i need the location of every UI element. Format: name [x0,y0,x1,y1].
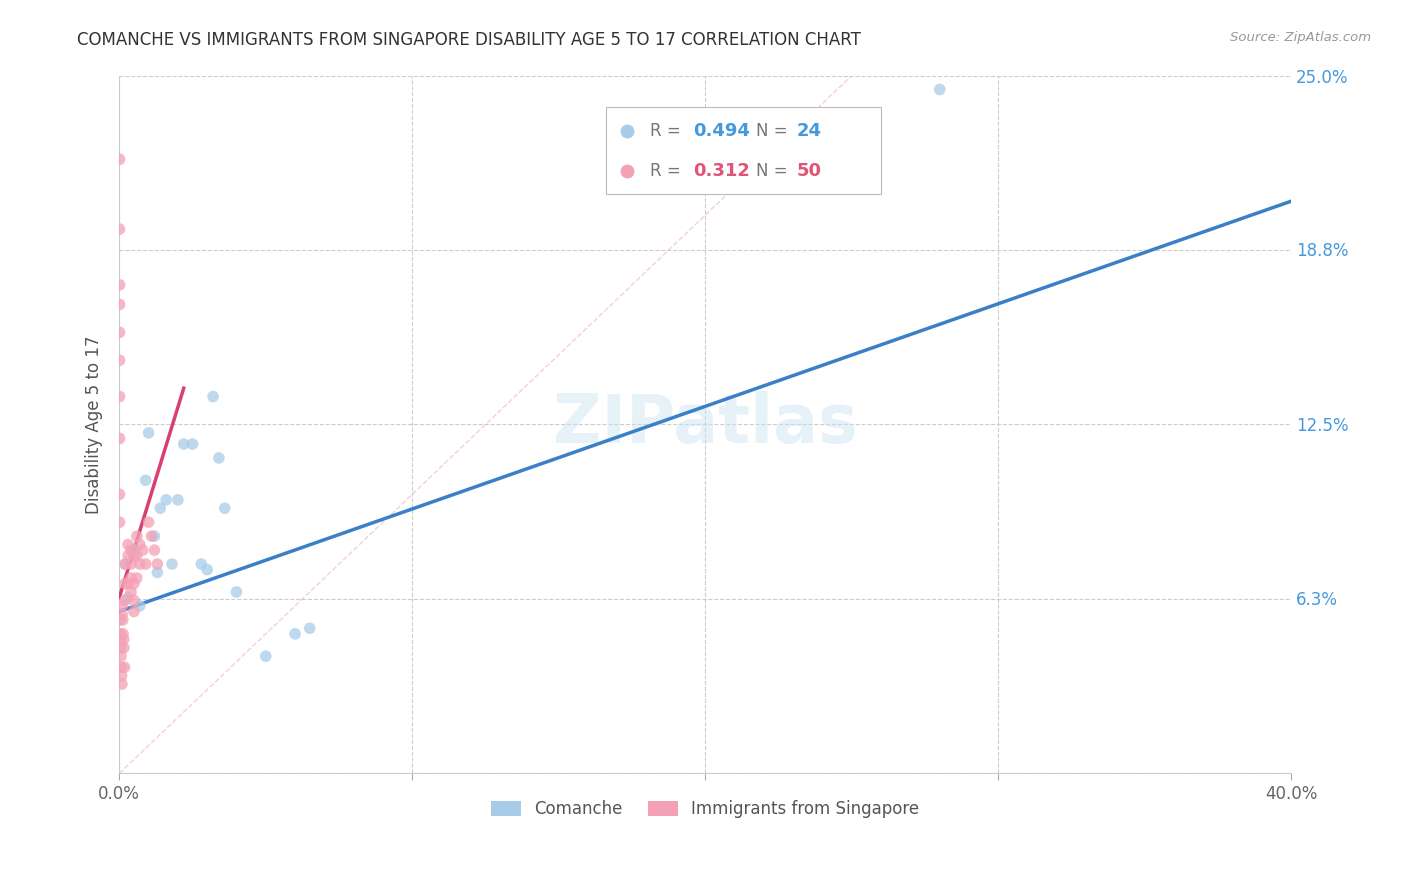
Point [160,557,183,571]
Point [108,627,131,641]
Text: 50: 50 [797,162,821,180]
Point [928,82,950,96]
Point [146,566,169,580]
Point [135,473,157,487]
Point [108,432,131,446]
Point [108,515,131,529]
Point [108,390,131,404]
Text: R =: R = [650,162,686,180]
Text: N =: N = [755,162,793,180]
Point [167,492,190,507]
Text: COMANCHE VS IMMIGRANTS FROM SINGAPORE DISABILITY AGE 5 TO 17 CORRELATION CHART: COMANCHE VS IMMIGRANTS FROM SINGAPORE DI… [77,31,862,49]
Point [141,529,163,543]
Point [117,549,139,563]
Point [114,557,136,571]
Point [254,649,277,664]
Text: N =: N = [755,122,793,140]
Point [110,649,132,664]
Point [108,326,131,340]
Text: 0.494: 0.494 [693,122,751,140]
Point [111,677,134,691]
Point [225,585,247,599]
Point [143,529,166,543]
Text: 24: 24 [797,122,821,140]
Point [181,437,204,451]
Point [117,537,139,551]
Point [108,613,131,627]
Point [110,660,132,674]
Point [108,153,131,167]
Point [128,537,150,551]
Point [128,599,150,613]
Point [122,593,145,607]
Point [202,390,225,404]
Point [110,632,132,647]
Point [214,501,236,516]
Point [122,576,145,591]
Point [132,543,155,558]
Point [155,492,177,507]
Y-axis label: Disability Age 5 to 17: Disability Age 5 to 17 [86,335,103,514]
Point [120,557,142,571]
Point [143,543,166,558]
Point [122,543,145,558]
Text: ZIPatlas: ZIPatlas [553,392,858,458]
Point [108,487,131,501]
Point [114,660,136,674]
Point [108,353,131,368]
Point [114,593,136,607]
Point [108,277,131,292]
Point [190,557,212,571]
Point [122,605,145,619]
Point [110,640,132,655]
Point [112,640,135,655]
Point [120,585,142,599]
Text: Source: ZipAtlas.com: Source: ZipAtlas.com [1230,31,1371,45]
Point [284,627,307,641]
Point [149,501,172,516]
Point [114,576,136,591]
Point [112,632,135,647]
Point [125,529,148,543]
Point [120,543,142,558]
Point [173,437,195,451]
Point [110,669,132,683]
Point [111,613,134,627]
Point [146,557,169,571]
Legend: Comanche, Immigrants from Singapore: Comanche, Immigrants from Singapore [485,793,927,824]
Point [117,591,139,605]
Point [125,549,148,563]
Text: R =: R = [650,122,686,140]
Point [108,297,131,311]
Point [208,450,231,465]
Point [114,557,136,571]
FancyBboxPatch shape [606,107,882,194]
Point [138,425,160,440]
Point [112,627,135,641]
Point [111,599,134,613]
Point [122,549,145,563]
Text: 0.312: 0.312 [693,162,751,180]
Point [117,576,139,591]
Point [108,222,131,236]
Point [111,607,134,622]
Point [120,571,142,585]
Point [125,571,148,585]
Point [138,515,160,529]
Point [128,557,150,571]
Point [195,563,218,577]
Point [135,557,157,571]
Point [298,621,321,635]
